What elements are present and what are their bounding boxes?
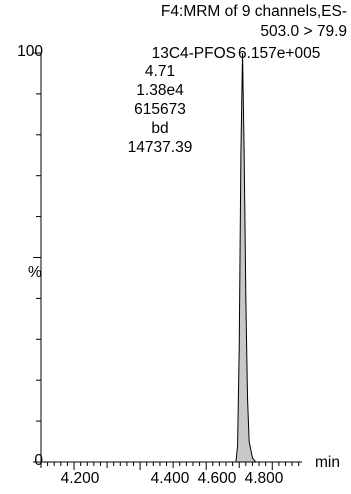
peak-area-value: 1.38e4 [136, 82, 184, 99]
peak-area [235, 53, 256, 462]
peak-retention-time: 4.71 [144, 63, 176, 80]
x-tick-label-4400: 4.400 [150, 470, 190, 487]
peak-flag: bd [151, 120, 169, 137]
peak-height-value: 615673 [134, 101, 186, 118]
peak-max-intensity: 6.157e+005 [238, 45, 321, 62]
compound-name: 13C4-PFOS [151, 45, 236, 62]
x-tick-label-4800: 4.800 [244, 470, 284, 487]
y-axis-ticks [33, 52, 41, 463]
header-channel-label: F4:MRM of 9 channels,ES- [160, 3, 347, 20]
y-tick-label-100: 100 [17, 43, 43, 60]
header-transition-label: 503.0 > 79.9 [260, 23, 347, 40]
x-tick-label-4600: 4.600 [197, 470, 237, 487]
y-tick-label-0: 0 [34, 452, 43, 469]
y-axis-label: % [28, 264, 42, 281]
chromatogram-trace [41, 52, 302, 463]
peak-signal-noise: 14737.39 [127, 139, 193, 156]
x-axis-ticks [40, 462, 300, 470]
x-tick-label-4200: 4.200 [60, 470, 100, 487]
x-axis-label: min [315, 454, 340, 471]
